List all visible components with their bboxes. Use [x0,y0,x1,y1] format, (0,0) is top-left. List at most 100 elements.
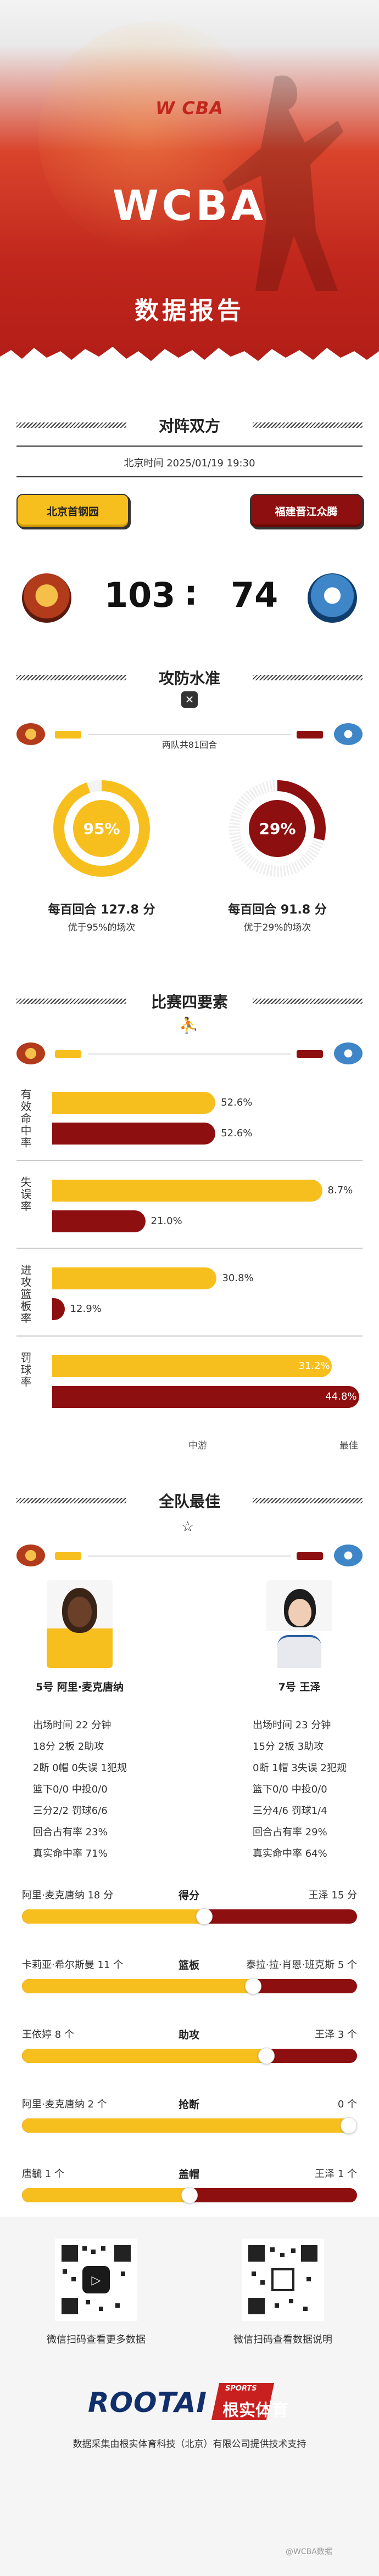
match-time: 北京时间 2025/01/19 19:30 [124,458,255,469]
factor-bar-home [52,1267,217,1289]
away-mini-logo [334,723,363,745]
qr-code-data-explanation[interactable] [242,2239,324,2321]
factor-value-home: 30.8% [222,1272,254,1284]
leader-away: 王泽 3 个 [315,2029,357,2040]
qr-caption-left: 微信扫码查看更多数据 [47,2334,146,2346]
leader-category: 得分 [179,1890,200,1902]
factor-value-home: 8.7% [327,1185,353,1196]
leader-away: 泰拉·拉·肖恩·班克斯 5 个 [246,1959,357,1971]
away-mini-logo [334,1042,363,1064]
leader-home: 阿里·麦克唐纳 2 个 [22,2099,107,2110]
away-legend-chip [297,731,323,739]
player-stat-line: 篮下0/0 中投0/0 [33,1784,108,1795]
leader-away: 0 个 [337,2099,357,2110]
leader-category: 助攻 [179,2029,200,2041]
rounds-note: 两队共81回合 [161,740,218,750]
home-efficiency-ring: 95% [53,780,150,877]
away-efficiency-ring: 29% [229,780,326,877]
leader-bar-home-fill [22,1979,253,1993]
scale-best-label: 最佳 [339,1440,358,1451]
brand-title: WCBA [112,181,267,230]
divider-hatch [253,675,363,680]
player-stat-line: 0断 1帽 3失误 2犯规 [253,1762,347,1774]
away-team-logo [308,573,357,623]
matchup-title: 对阵双方 [158,417,220,435]
wcba-logo-text: W CBA [155,98,224,119]
home-better-than: 优于95%的场次 [68,922,136,933]
divider-hatch [16,422,126,428]
home-legend-chip [55,1552,81,1560]
leader-category: 抢断 [179,2099,200,2111]
player-stat-line: 出场时间 23 分钟 [253,1720,331,1731]
qr-caption-right: 微信扫码查看数据说明 [233,2334,332,2346]
leader-bar [22,1979,357,1993]
divider-hatch [253,1498,363,1503]
hero-banner [0,0,379,379]
scale-mid-label: 中游 [188,1440,207,1451]
crossed-swords-icon: ✕ [181,691,198,708]
factor-divider [16,1160,363,1161]
home-mini-logo [16,1545,45,1566]
factor-bar-away [52,1386,360,1408]
factor-bar-away [52,1123,216,1145]
factor-value-away: 12.9% [70,1303,102,1315]
player-stat-line: 三分4/6 罚球1/4 [253,1805,327,1817]
wcba-logo: W CBA [0,98,379,119]
home-team-logo [22,573,71,623]
leader-home: 卡莉亚·希尔斯曼 11 个 [22,1959,124,1971]
player-silhouette-graphic [222,75,343,291]
qr-code-more-data[interactable]: ▷ [55,2239,137,2321]
divider-hatch [16,675,126,680]
away-efficiency-pct: 29% [259,820,296,838]
leader-bar-marker [258,2048,275,2064]
divider-line [16,476,363,477]
player-stat-line: 出场时间 22 分钟 [33,1720,112,1731]
leader-home: 王依婷 8 个 [22,2029,74,2040]
best-players-title: 全队最佳 [158,1492,220,1510]
home-player-name: 5号 阿里·麦克唐纳 [35,1681,124,1693]
home-mini-logo [16,723,45,745]
player-stat-line: 三分2/2 罚球6/6 [33,1805,108,1817]
rootai-logo-sports: SPORTS [225,2385,257,2393]
factor-value-home: 52.6% [221,1097,253,1108]
divider-line [16,446,363,447]
home-legend-chip [55,731,81,739]
leader-home: 唐毓 1 个 [22,2168,64,2180]
leader-away: 王泽 1 个 [315,2168,357,2180]
player-stat-line: 18分 2板 2助攻 [33,1741,104,1752]
factor-label: 罚球率 [19,1352,32,1388]
home-per100: 每百回合 127.8 分 [48,903,155,917]
factor-value-away: 21.0% [151,1215,182,1227]
player-stat-line: 回合占有率 23% [33,1827,108,1838]
factor-bar-away [52,1298,65,1320]
leader-bar-home-fill [22,2049,267,2063]
leader-bar [22,2118,357,2133]
leader-category: 篮板 [179,1959,200,1971]
factor-divider [16,1335,363,1337]
factor-label: 失误率 [19,1176,32,1213]
factor-value-away: 52.6% [221,1128,253,1139]
away-per100: 每百回合 91.8 分 [228,903,327,917]
factor-bar-home [52,1355,332,1377]
divider-line [88,1555,291,1557]
away-legend-chip [297,1050,323,1058]
divider-hatch [16,1498,126,1503]
away-team-pill: 福建晋江众腾 [250,494,363,528]
factor-bar-home [52,1180,322,1202]
footer-credit: 数据采集由根实体育科技（北京）有限公司提供技术支持 [73,2439,306,2450]
player-stat-line: 2断 0帽 0失误 1犯规 [33,1762,127,1774]
leader-bar-marker [181,2187,198,2203]
factor-value-home: 31.2% [298,1360,330,1372]
player-stat-line: 真实命中率 71% [33,1848,108,1859]
leader-bar-home-fill [22,2118,357,2133]
leader-bar [22,2049,357,2063]
home-legend-chip [55,1050,81,1058]
hero-torn-edge [0,347,379,379]
factor-value-away: 44.8% [325,1391,357,1402]
leader-bar [22,1909,357,1924]
leader-bar-marker [196,1908,213,1925]
player-stat-line: 15分 2板 3助攻 [253,1741,324,1752]
factor-label: 进攻篮板率 [19,1264,32,1324]
divider-hatch [16,999,126,1004]
divider-line [88,1053,291,1055]
